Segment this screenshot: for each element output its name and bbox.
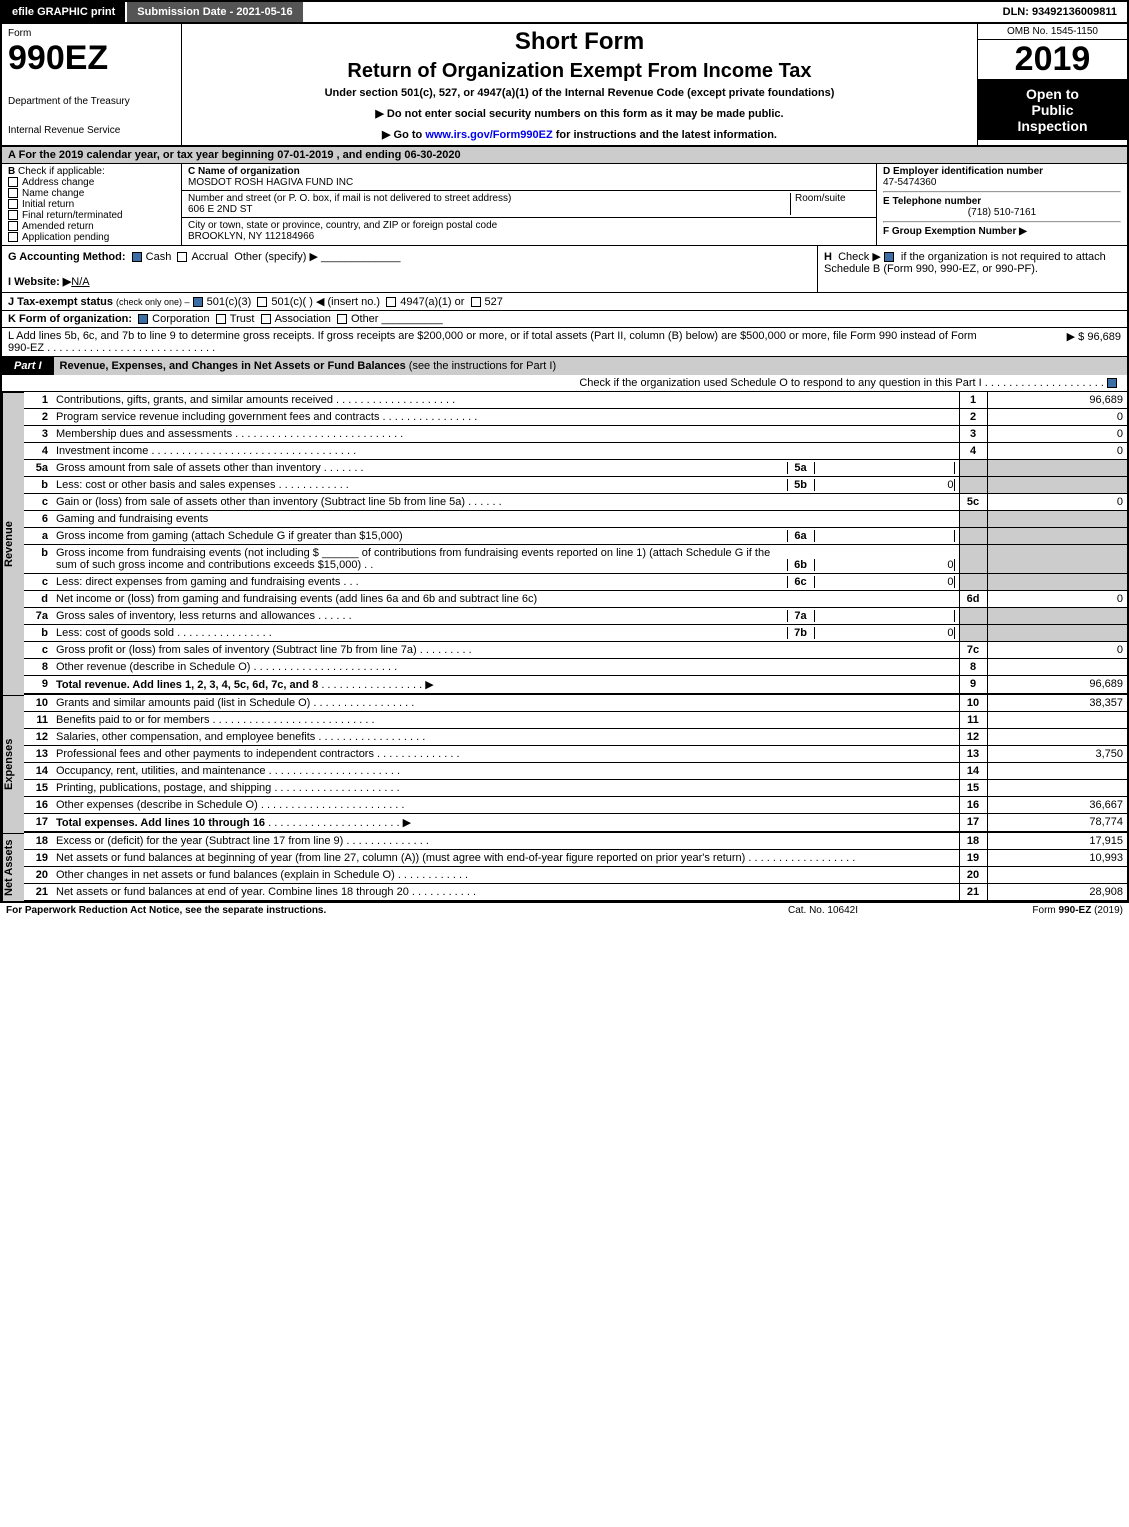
line-3: 3Membership dues and assessments . . . .…: [24, 426, 1127, 443]
inspection-badge: Open toPublicInspection: [978, 80, 1127, 140]
page-footer: For Paperwork Reduction Act Notice, see …: [0, 903, 1129, 918]
efile-print-button[interactable]: efile GRAPHIC print: [2, 2, 127, 22]
sidebar-net-assets: Net Assets: [2, 833, 24, 901]
gross-receipts: ▶ $ 96,689: [1001, 330, 1121, 354]
chk-initial-return[interactable]: [8, 199, 18, 209]
omb-number: OMB No. 1545-1150: [978, 24, 1127, 40]
chk-schedule-o[interactable]: [1107, 378, 1117, 388]
line-6b: bGross income from fundraising events (n…: [24, 545, 1127, 574]
group-exemption: F Group Exemption Number ▶: [883, 226, 1027, 237]
chk-trust[interactable]: [216, 314, 226, 324]
line-14: 14Occupancy, rent, utilities, and mainte…: [24, 763, 1127, 780]
line-15: 15Printing, publications, postage, and s…: [24, 780, 1127, 797]
dln: DLN: 93492136009811: [993, 2, 1127, 22]
chk-cash[interactable]: [132, 252, 142, 262]
submission-date: Submission Date - 2021-05-16: [127, 2, 302, 22]
phone: (718) 510-7161: [883, 207, 1121, 218]
paperwork-notice: For Paperwork Reduction Act Notice, see …: [6, 905, 723, 916]
line-12: 12Salaries, other compensation, and empl…: [24, 729, 1127, 746]
chk-association[interactable]: [261, 314, 271, 324]
line-17: 17Total expenses. Add lines 10 through 1…: [24, 814, 1127, 833]
section-c: C Name of organizationMOSDOT ROSH HAGIVA…: [182, 164, 877, 245]
chk-other-org[interactable]: [337, 314, 347, 324]
chk-4947[interactable]: [386, 297, 396, 307]
room-suite: Room/suite: [790, 193, 870, 215]
row-j: J Tax-exempt status (check only one) – 5…: [0, 293, 1129, 311]
chk-527[interactable]: [471, 297, 481, 307]
line-20: 20Other changes in net assets or fund ba…: [24, 867, 1127, 884]
sidebar-expenses: Expenses: [2, 695, 24, 833]
chk-address-change[interactable]: [8, 177, 18, 187]
chk-501c[interactable]: [257, 297, 267, 307]
website: N/A: [71, 276, 89, 288]
line-11: 11Benefits paid to or for members . . . …: [24, 712, 1127, 729]
part1-header: Part I Revenue, Expenses, and Changes in…: [0, 357, 1129, 375]
row-k: K Form of organization: Corporation Trus…: [0, 311, 1129, 328]
chk-accrual[interactable]: [177, 252, 187, 262]
dept-treasury: Department of the Treasury: [8, 96, 175, 107]
irs-link[interactable]: www.irs.gov/Form990EZ: [425, 129, 552, 141]
line-1: 1Contributions, gifts, grants, and simil…: [24, 392, 1127, 409]
chk-application-pending[interactable]: [8, 232, 18, 242]
chk-schedule-b[interactable]: [884, 252, 894, 262]
chk-501c3[interactable]: [193, 297, 203, 307]
tax-year-row: A For the 2019 calendar year, or tax yea…: [0, 147, 1129, 164]
line-16: 16Other expenses (describe in Schedule O…: [24, 797, 1127, 814]
row-gh: G Accounting Method: Cash Accrual Other …: [0, 246, 1129, 293]
line-2: 2Program service revenue including gover…: [24, 409, 1127, 426]
section-def: D Employer identification number47-54743…: [877, 164, 1127, 245]
form-label: Form: [8, 28, 175, 39]
chk-name-change[interactable]: [8, 188, 18, 198]
title-return: Return of Organization Exempt From Incom…: [186, 60, 973, 83]
chk-final-return[interactable]: [8, 210, 18, 220]
chk-amended-return[interactable]: [8, 221, 18, 231]
ein: 47-5474360: [883, 177, 936, 188]
line-19: 19Net assets or fund balances at beginni…: [24, 850, 1127, 867]
street: 606 E 2ND ST: [188, 204, 252, 215]
entity-row: B Check if applicable: Address change Na…: [0, 164, 1129, 246]
chk-corporation[interactable]: [138, 314, 148, 324]
part1-check-o: Check if the organization used Schedule …: [0, 375, 1129, 392]
line-7b: bLess: cost of goods sold . . . . . . . …: [24, 625, 1127, 642]
org-name: MOSDOT ROSH HAGIVA FUND INC: [188, 177, 353, 188]
line-7c: cGross profit or (loss) from sales of in…: [24, 642, 1127, 659]
line-21: 21Net assets or fund balances at end of …: [24, 884, 1127, 901]
line-7a: 7aGross sales of inventory, less returns…: [24, 608, 1127, 625]
sidebar-revenue: Revenue: [2, 392, 24, 695]
form-header: Form 990EZ Department of the Treasury In…: [0, 24, 1129, 147]
line-5a: 5aGross amount from sale of assets other…: [24, 460, 1127, 477]
line-6: 6Gaming and fundraising events: [24, 511, 1127, 528]
form-number: 990EZ: [8, 39, 175, 78]
line-18: 18Excess or (deficit) for the year (Subt…: [24, 833, 1127, 850]
catalog-number: Cat. No. 10642I: [723, 905, 923, 916]
line-10: 10Grants and similar amounts paid (list …: [24, 695, 1127, 712]
top-bar: efile GRAPHIC print Submission Date - 20…: [0, 0, 1129, 24]
line-6a: aGross income from gaming (attach Schedu…: [24, 528, 1127, 545]
line-5c: cGain or (loss) from sale of assets othe…: [24, 494, 1127, 511]
line-8: 8Other revenue (describe in Schedule O) …: [24, 659, 1127, 676]
row-l: L Add lines 5b, 6c, and 7b to line 9 to …: [0, 328, 1129, 357]
note-link: ▶ Go to www.irs.gov/Form990EZ for instru…: [186, 128, 973, 141]
city-state-zip: BROOKLYN, NY 112184966: [188, 231, 314, 242]
section-b: B Check if applicable: Address change Na…: [2, 164, 182, 245]
line-13: 13Professional fees and other payments t…: [24, 746, 1127, 763]
subtitle-section: Under section 501(c), 527, or 4947(a)(1)…: [186, 87, 973, 99]
line-5b: bLess: cost or other basis and sales exp…: [24, 477, 1127, 494]
line-6c: cLess: direct expenses from gaming and f…: [24, 574, 1127, 591]
form-ref: Form 990-EZ (2019): [923, 905, 1123, 916]
line-9: 9Total revenue. Add lines 1, 2, 3, 4, 5c…: [24, 676, 1127, 695]
note-ssn: ▶ Do not enter social security numbers o…: [186, 107, 973, 120]
line-6d: dNet income or (loss) from gaming and fu…: [24, 591, 1127, 608]
irs-label: Internal Revenue Service: [8, 125, 175, 136]
title-short-form: Short Form: [186, 28, 973, 56]
tax-year: 2019: [978, 40, 1127, 80]
line-4: 4Investment income . . . . . . . . . . .…: [24, 443, 1127, 460]
